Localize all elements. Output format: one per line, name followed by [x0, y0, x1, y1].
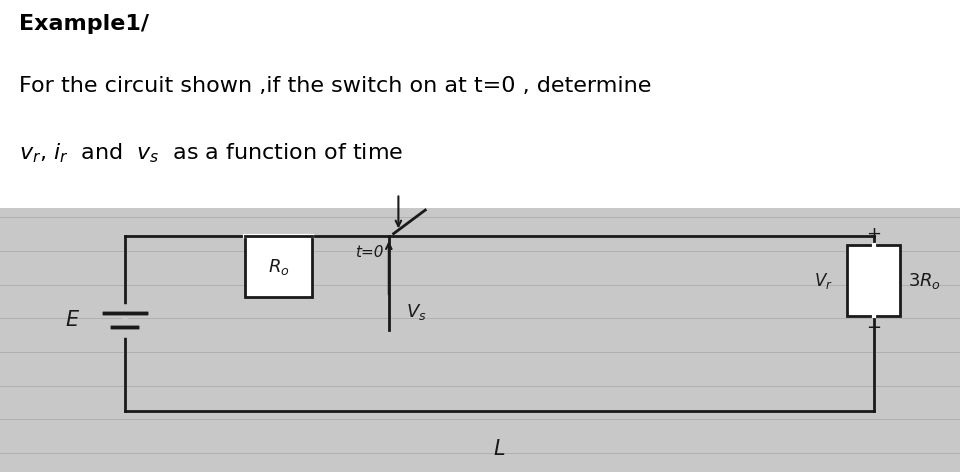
FancyBboxPatch shape: [0, 208, 960, 472]
Text: $V_s$: $V_s$: [406, 302, 426, 322]
Text: +: +: [866, 225, 881, 243]
Text: $R_o$: $R_o$: [268, 257, 289, 277]
Text: Example1/: Example1/: [19, 14, 149, 34]
Text: t=0: t=0: [355, 245, 384, 261]
Text: $v_r$, $i_r$  and  $v_s$  as a function of time: $v_r$, $i_r$ and $v_s$ as a function of …: [19, 142, 403, 165]
Text: $3R_o$: $3R_o$: [908, 271, 941, 291]
Text: $V_r$: $V_r$: [813, 271, 832, 291]
Text: L: L: [493, 439, 505, 459]
Text: For the circuit shown ,if the switch on at t=0 , determine: For the circuit shown ,if the switch on …: [19, 76, 652, 95]
Text: −: −: [866, 319, 881, 337]
Text: E: E: [65, 310, 79, 329]
FancyBboxPatch shape: [245, 236, 312, 297]
FancyBboxPatch shape: [847, 245, 900, 316]
